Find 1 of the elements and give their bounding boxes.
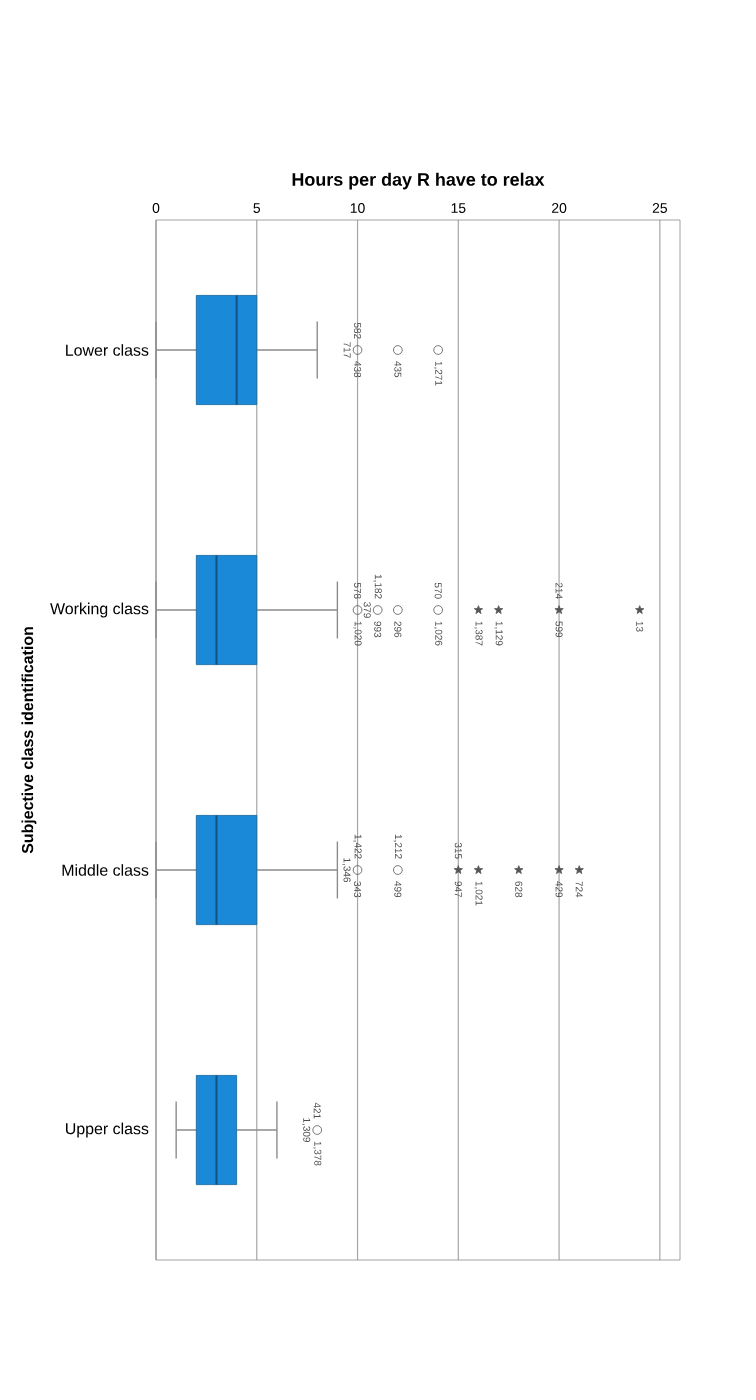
x-axis-title: Hours per day R have to relax bbox=[292, 172, 545, 190]
